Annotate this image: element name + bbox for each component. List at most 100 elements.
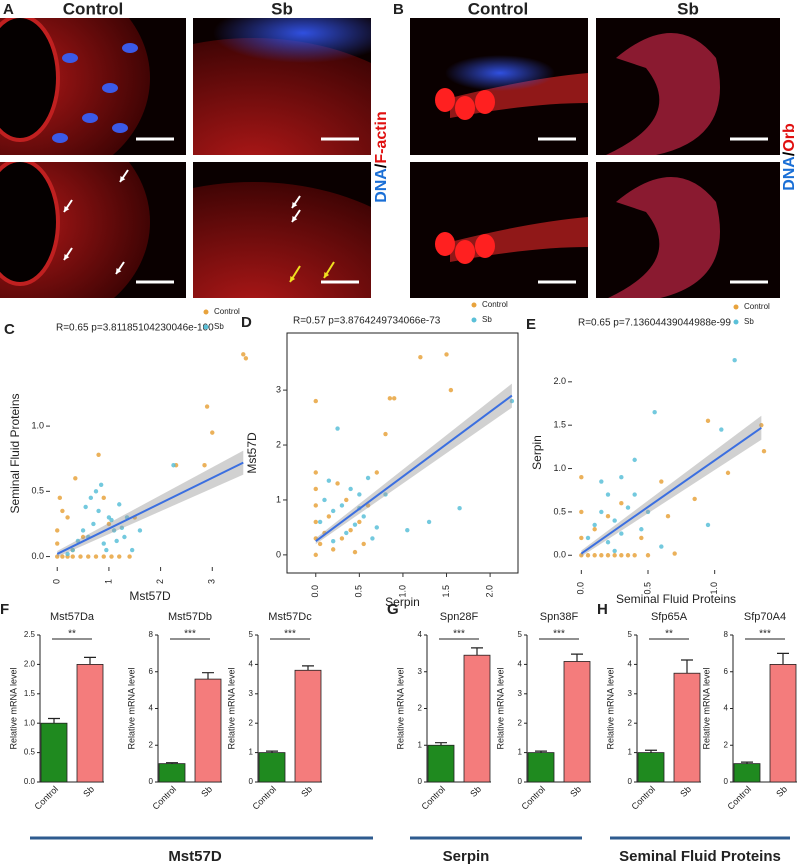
stain-part: / — [781, 151, 798, 156]
point — [331, 538, 336, 544]
nucleus — [112, 123, 128, 133]
y-tick-label: 0 — [628, 777, 633, 786]
significance: *** — [284, 629, 296, 640]
nucleus — [62, 53, 78, 63]
point — [599, 479, 604, 484]
point — [75, 538, 81, 544]
error-bar — [741, 761, 753, 764]
bar — [76, 664, 104, 783]
point — [592, 553, 597, 558]
point — [313, 552, 318, 558]
x-tick-label: 0.0 — [576, 582, 586, 595]
column-label: Sb — [271, 0, 293, 18]
significance: ** — [68, 629, 76, 640]
point — [632, 457, 637, 463]
point — [361, 541, 366, 547]
point — [418, 354, 423, 360]
point — [101, 495, 106, 501]
y-tick-label: 2 — [628, 718, 633, 727]
tissue — [193, 38, 371, 155]
point — [322, 497, 327, 503]
y-tick-label: 0.5 — [24, 748, 36, 757]
legend-label: Control — [482, 300, 508, 309]
point — [692, 496, 697, 502]
bar — [258, 752, 286, 783]
point — [383, 492, 388, 497]
error-bar — [435, 742, 447, 746]
y-axis-label: Relative mRNA level — [8, 667, 18, 749]
point — [109, 517, 114, 523]
x-tick-label: Sb — [774, 784, 789, 799]
point — [361, 514, 366, 519]
legend-label: Control — [214, 307, 240, 316]
y-tick-label: 6 — [724, 667, 729, 676]
y-tick-label: 1.5 — [24, 689, 36, 698]
x-tick-label: 3 — [207, 579, 217, 584]
point — [70, 547, 75, 553]
y-tick-label: 1 — [518, 748, 523, 757]
point — [137, 528, 143, 533]
point — [171, 463, 176, 468]
micrograph — [596, 162, 780, 298]
point — [592, 522, 597, 528]
bar — [637, 752, 665, 783]
y-tick-label: 1 — [276, 494, 281, 504]
y-tick-label: 2.0 — [553, 376, 566, 386]
y-tick-label: 6 — [149, 667, 154, 676]
x-tick-label: 0.0 — [310, 585, 320, 598]
point — [619, 553, 624, 558]
point — [612, 518, 617, 523]
bar — [563, 661, 591, 783]
point — [80, 528, 86, 533]
orb-signal — [475, 234, 495, 258]
point — [55, 528, 60, 533]
orb-signal — [455, 240, 475, 264]
point — [619, 475, 624, 480]
point — [119, 525, 125, 531]
point — [70, 554, 75, 559]
bar — [427, 744, 455, 783]
tissue — [193, 182, 371, 298]
arrow-head — [116, 268, 122, 274]
micrograph — [410, 18, 588, 155]
point — [387, 396, 393, 401]
y-tick-label: 0.0 — [24, 777, 36, 786]
error-bar — [48, 717, 60, 724]
point — [457, 505, 462, 511]
point — [83, 504, 88, 510]
x-tick-label: 2 — [155, 579, 165, 584]
orb-signal — [435, 232, 455, 256]
y-tick-label: 0 — [276, 549, 281, 559]
point — [241, 352, 246, 357]
point — [392, 396, 397, 401]
x-tick-label: 1.5 — [441, 585, 451, 598]
panel-letter: B — [393, 1, 404, 18]
y-tick-label: 1.0 — [553, 463, 566, 473]
bar — [673, 672, 701, 783]
y-tick-label: 0.5 — [553, 506, 566, 516]
annotation: R=0.65 p=7.13604439044988e-99 — [578, 318, 731, 329]
significance: *** — [453, 629, 465, 640]
point — [104, 547, 109, 553]
chart-title: Spn28F — [440, 611, 479, 623]
x-tick-label: Control — [420, 784, 448, 812]
legend-label: Sb — [482, 315, 492, 324]
point — [96, 508, 101, 514]
y-axis-label: Serpin — [530, 435, 544, 470]
significance: *** — [759, 629, 771, 640]
point — [55, 541, 60, 546]
point — [313, 519, 318, 525]
error-bar — [266, 750, 278, 753]
image-content — [193, 182, 371, 298]
point — [509, 398, 515, 404]
error-bar — [84, 656, 96, 665]
panel-letter: C — [4, 321, 15, 338]
chart-title: Sfp65A — [651, 611, 688, 623]
arrow-head — [290, 276, 296, 282]
point — [645, 509, 651, 515]
y-tick-label: 4 — [628, 660, 633, 669]
image-content — [608, 177, 720, 298]
stain-part: DNA — [781, 156, 798, 191]
y-tick-label: 1.5 — [553, 420, 566, 430]
point — [665, 514, 671, 519]
